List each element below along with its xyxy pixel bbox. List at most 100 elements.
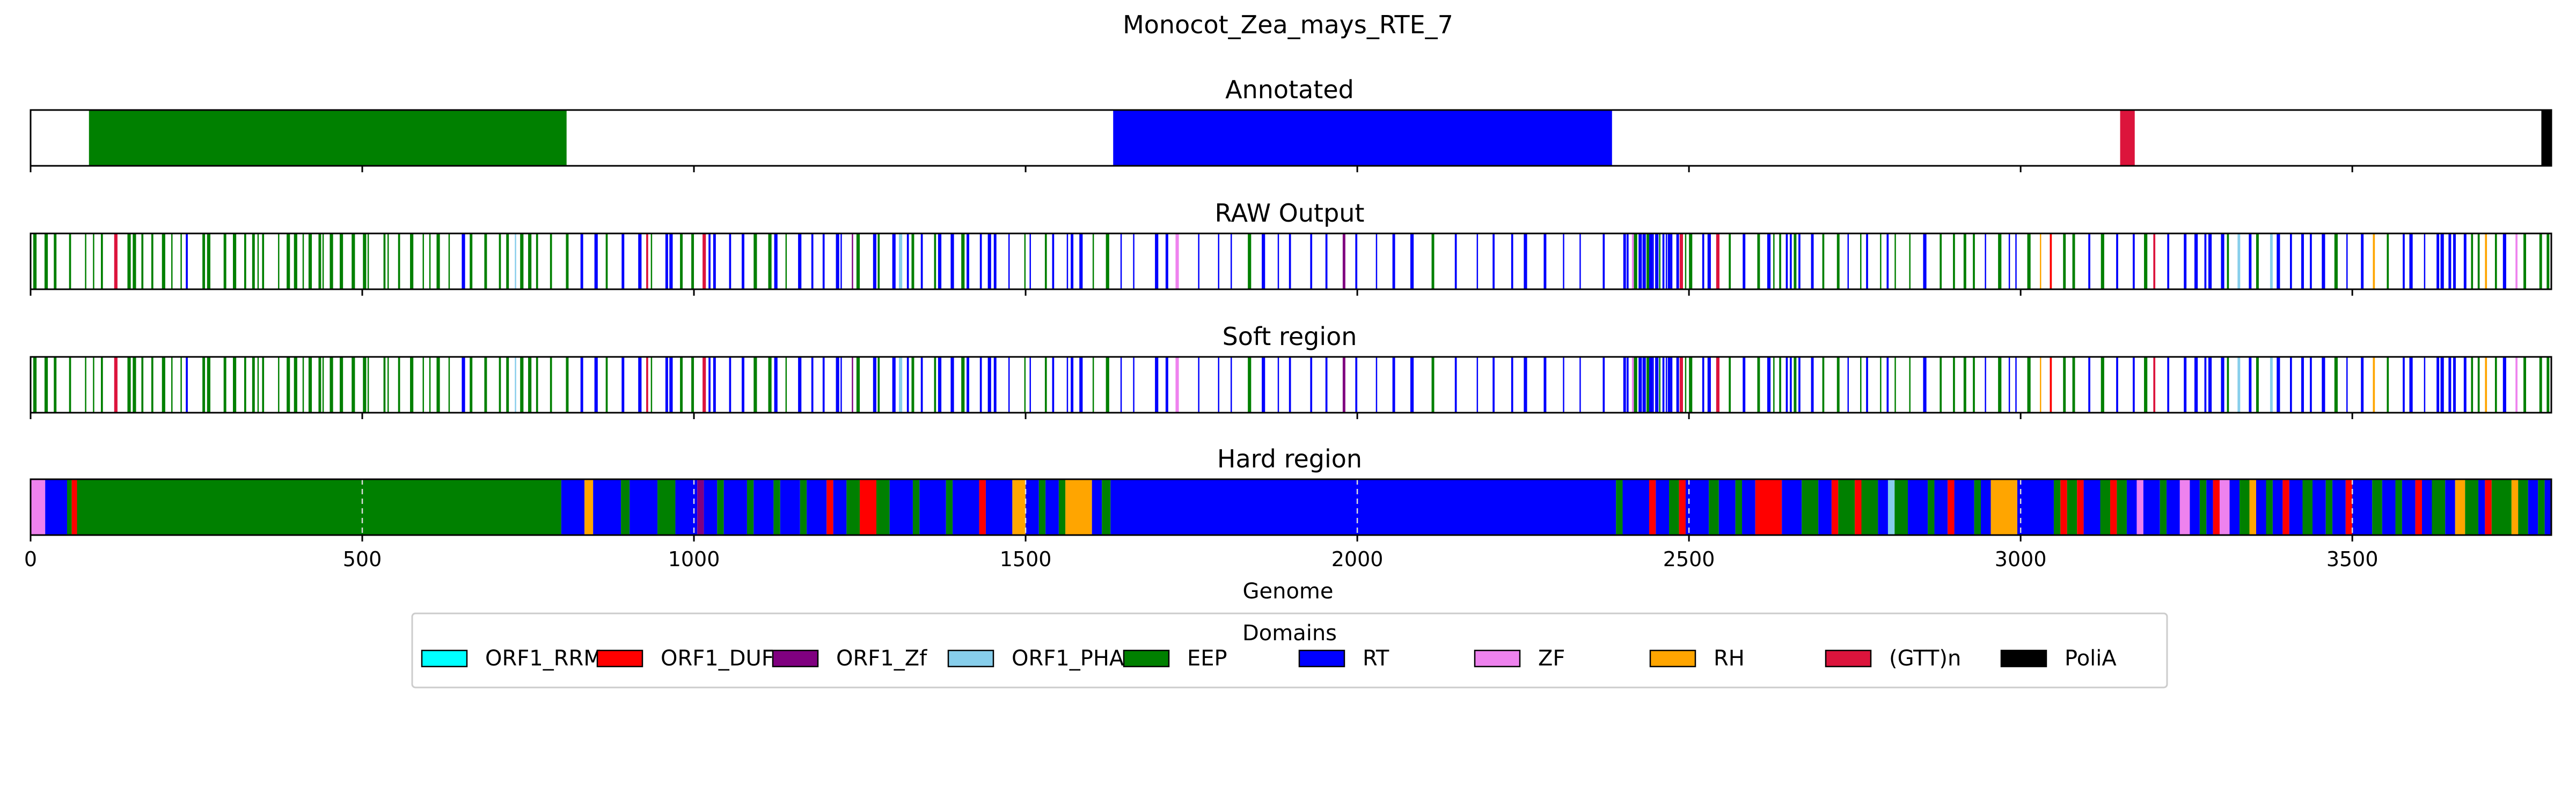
segment-zf [2179,479,2190,535]
segment-gtt-n [1679,233,1684,289]
segment-rt [1702,357,1704,413]
segment-rh [2455,479,2465,535]
segment-eep [2144,233,2148,289]
legend-swatch [772,649,819,668]
segment-rt [840,233,842,289]
segment-eep [2546,233,2550,289]
segment-eep [383,233,386,289]
segment-eep [429,357,431,413]
legend-item-zf: ZF [1474,646,1565,671]
panel-soft-region: Soft region [30,322,2552,419]
legend-label: RT [1363,646,1389,671]
segment-eep [1685,233,1687,289]
segment-rt [1985,357,1986,413]
segment-eep [207,357,210,413]
segment-rt [742,233,744,289]
segment-rt [1052,357,1055,413]
segment-eep [257,357,259,413]
segment-rt [186,357,188,413]
segment-rt [2204,357,2207,413]
segment-eep [367,233,369,289]
segment-zf [1175,233,1179,289]
segment-orf1-pha [2270,233,2273,289]
segment-rt [1008,233,1010,289]
segment-rt [1113,110,1612,166]
segment-orf1-duf [2282,479,2289,535]
segment-eep [2266,479,2273,535]
segment-rt [2448,233,2451,289]
segment-gtt-n [2153,233,2156,289]
segment-eep [1058,479,1066,535]
segment-rt [1543,357,1547,413]
legend-item-orf1-duf: ORF1_DUF [596,646,774,671]
segment-eep [363,357,367,413]
segment-orf1-pha [1887,479,1895,535]
x-axis-label: Genome [1242,579,1333,604]
segment-eep [1248,233,1252,289]
segment-eep [499,357,501,413]
segment-eep [1822,357,1825,413]
segment-rt [1743,357,1746,413]
segment-rt [675,479,698,535]
segment-eep [1779,233,1781,289]
tick-label: 1500 [1000,547,1052,571]
segment-eep [2101,233,2104,289]
segment-rt [2116,233,2118,289]
segment-rt [2083,479,2101,535]
segment-rt [1847,357,1849,413]
legend-swatch [421,649,468,668]
segment-rt [1120,233,1122,289]
segment-rt [1638,233,1642,289]
segment-eep [2539,233,2542,289]
segment-eep [2523,233,2527,289]
segment-rt [2421,479,2432,535]
segment-eep [302,233,304,289]
segment-rt [1008,357,1010,413]
segment-rt [1811,357,1814,413]
segment-rt [2436,357,2440,413]
segment-rt [729,233,731,289]
panel-raw-output: RAW Output [30,199,2552,296]
segment-eep [2325,479,2333,535]
segment-rt [1092,479,1102,535]
segment-eep [232,357,237,413]
segment-rt [2361,233,2364,289]
segment-eep [2465,479,2479,535]
segment-eep [1757,357,1760,413]
segment-eep [1248,357,1252,413]
segment-eep [1634,233,1637,289]
segment-rt [2453,233,2456,289]
segment-rt [1579,233,1581,289]
segment-rt [2249,233,2252,289]
segment-rt [1524,233,1527,289]
segment-eep [2432,479,2446,535]
segment-rt [950,357,954,413]
segment-eep [1689,233,1693,289]
segment-eep [278,357,280,413]
segment-rt [919,479,946,535]
panel-frame [30,109,2552,167]
segment-eep [410,357,414,413]
panel-frame [30,232,2552,290]
segment-gtt-n [114,233,118,289]
segment-rt [1310,357,1313,413]
segment-rt [1355,233,1358,289]
segment-eep [2027,357,2031,413]
segment-eep [1709,479,1719,535]
segment-eep [506,357,509,413]
segment-eep [85,357,86,413]
segment-rt [630,479,658,535]
segment-eep [2160,479,2167,535]
segment-rh [2373,357,2375,413]
segment-rt [1155,233,1159,289]
segment-eep [1973,357,1975,413]
segment-eep [1773,233,1775,289]
segment-eep [566,233,569,289]
segment-rt [2502,357,2506,413]
segment-rt [2301,233,2304,289]
segment-rt [1652,357,1654,413]
segment-rt [1767,357,1771,413]
segment-rt [1665,357,1667,413]
segment-eep [2063,233,2066,289]
legend-label: ORF1_Zf [836,646,927,671]
